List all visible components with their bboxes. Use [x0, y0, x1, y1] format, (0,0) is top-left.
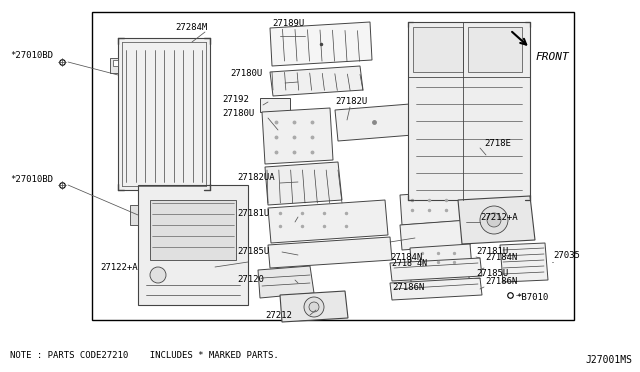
Text: 27122+A: 27122+A: [100, 263, 138, 272]
Bar: [150, 200, 236, 260]
Polygon shape: [113, 60, 118, 66]
Circle shape: [150, 267, 166, 283]
Text: 27181U: 27181U: [476, 247, 508, 257]
Text: 27184N: 27184N: [485, 253, 517, 263]
Text: 27182UA: 27182UA: [237, 173, 275, 182]
Polygon shape: [110, 58, 118, 73]
Circle shape: [304, 297, 324, 317]
Text: 27181U: 27181U: [237, 208, 269, 218]
Polygon shape: [130, 205, 138, 225]
Text: 27182U: 27182U: [335, 97, 367, 106]
Text: *27010BD: *27010BD: [10, 176, 53, 185]
Text: 27284M: 27284M: [175, 23, 207, 32]
Polygon shape: [410, 266, 470, 292]
Text: *B7010: *B7010: [516, 294, 548, 302]
Text: 27192: 27192: [222, 96, 249, 105]
Text: 27212: 27212: [265, 311, 292, 320]
Polygon shape: [390, 278, 482, 300]
Text: *27010BD: *27010BD: [10, 51, 53, 60]
Polygon shape: [400, 220, 470, 250]
Text: 27180U: 27180U: [231, 70, 263, 78]
Text: 2718 4N: 2718 4N: [392, 260, 427, 269]
Bar: [260, 98, 290, 112]
Text: 27189U: 27189U: [272, 19, 304, 29]
Polygon shape: [268, 237, 392, 268]
Polygon shape: [280, 291, 348, 322]
Polygon shape: [390, 258, 482, 281]
Bar: [413, 27, 463, 72]
Text: 27212+A: 27212+A: [480, 214, 518, 222]
Text: 27180U: 27180U: [222, 109, 254, 119]
Polygon shape: [500, 243, 548, 282]
Circle shape: [480, 206, 508, 234]
Polygon shape: [270, 22, 372, 66]
Text: 2718E: 2718E: [484, 138, 511, 148]
Text: 27184N: 27184N: [390, 253, 422, 263]
Circle shape: [487, 213, 501, 227]
Text: 27186N: 27186N: [485, 278, 517, 286]
Text: FRONT: FRONT: [535, 52, 569, 62]
Text: 27186N: 27186N: [392, 283, 424, 292]
Circle shape: [309, 302, 319, 312]
Polygon shape: [268, 200, 388, 243]
Bar: [468, 27, 522, 72]
Polygon shape: [262, 108, 333, 164]
Polygon shape: [335, 104, 413, 141]
Polygon shape: [410, 244, 472, 272]
Polygon shape: [138, 185, 248, 305]
Text: 27035: 27035: [553, 250, 580, 260]
Polygon shape: [408, 22, 530, 200]
Text: NOTE : PARTS CODE27210    INCLUDES * MARKED PARTS.: NOTE : PARTS CODE27210 INCLUDES * MARKED…: [10, 352, 279, 360]
Polygon shape: [265, 162, 342, 205]
Bar: [92, 12, 574, 320]
Text: 27185U: 27185U: [476, 269, 508, 279]
Polygon shape: [258, 266, 314, 298]
Polygon shape: [270, 66, 363, 96]
Text: J27001MS: J27001MS: [585, 355, 632, 365]
Text: 27120: 27120: [237, 276, 264, 285]
Polygon shape: [118, 38, 210, 190]
Polygon shape: [458, 196, 535, 244]
Text: 27185U: 27185U: [237, 247, 269, 257]
Polygon shape: [400, 190, 472, 225]
